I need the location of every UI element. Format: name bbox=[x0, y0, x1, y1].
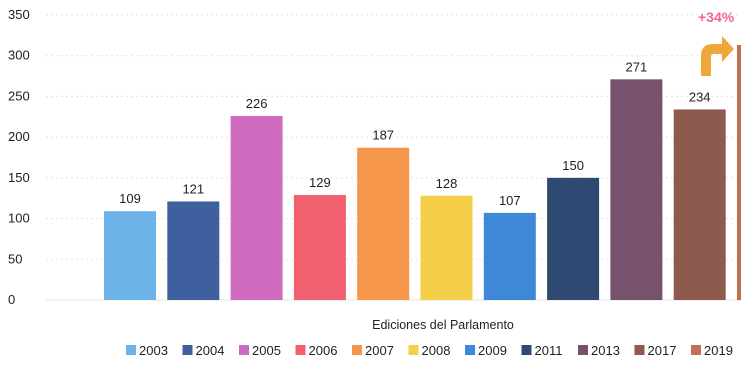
bars bbox=[104, 45, 741, 300]
legend-swatch-2008 bbox=[408, 345, 419, 355]
y-tick-label: 150 bbox=[8, 170, 30, 185]
y-tick-label: 0 bbox=[8, 292, 15, 307]
legend-swatch-2005 bbox=[239, 345, 249, 355]
y-axis: 0 50 100 150 200 250 300 350 bbox=[8, 7, 30, 307]
legend-label-2005: 2005 bbox=[252, 343, 281, 358]
legend-label-2004: 2004 bbox=[196, 343, 225, 358]
legend-swatch-2006 bbox=[295, 345, 306, 355]
bar-2019 bbox=[737, 45, 741, 300]
legend: 2003 2004 2005 2006 2007 2008 2009 2011 2013 2017… bbox=[126, 343, 733, 358]
legend-label-2009: 2009 bbox=[478, 343, 507, 358]
legend-label-2011: 2011 bbox=[535, 343, 563, 358]
legend-label-2006: 2006 bbox=[309, 343, 338, 358]
legend-swatch-2017 bbox=[634, 345, 645, 355]
bar-2005 bbox=[230, 115, 283, 300]
data-label-2004: 121 bbox=[182, 181, 204, 196]
legend-swatch-2007 bbox=[352, 345, 362, 355]
legend-label-2003: 2003 bbox=[139, 343, 168, 358]
data-label-2013: 271 bbox=[626, 59, 648, 74]
legend-swatch-2011 bbox=[521, 345, 532, 355]
y-tick-label: 50 bbox=[8, 251, 22, 266]
legend-label-2007: 2007 bbox=[365, 343, 394, 358]
bar-2004 bbox=[167, 201, 220, 300]
bar-2003 bbox=[104, 211, 156, 300]
bar-2007 bbox=[357, 147, 410, 300]
x-axis-label: Ediciones del Parlamento bbox=[372, 318, 514, 332]
legend-label-2013: 2013 bbox=[591, 343, 620, 358]
legend-swatch-2009 bbox=[465, 345, 475, 355]
bar-2009 bbox=[483, 212, 536, 300]
bar-2013 bbox=[610, 79, 663, 300]
legend-swatch-2003 bbox=[126, 345, 136, 355]
data-label-2005: 226 bbox=[246, 96, 268, 111]
legend-swatch-2013 bbox=[578, 345, 588, 355]
data-label-2003: 109 bbox=[119, 191, 141, 206]
data-label-2007: 187 bbox=[372, 128, 394, 143]
legend-label-2017: 2017 bbox=[648, 343, 677, 358]
bar-2017 bbox=[673, 109, 726, 300]
y-tick-label: 350 bbox=[8, 7, 30, 22]
data-labels: 109 121 226 129 187 128 107 150 271 234 bbox=[119, 59, 710, 208]
data-label-2006: 129 bbox=[309, 175, 331, 190]
arrow-up-right-icon bbox=[701, 36, 734, 76]
legend-swatch-2004 bbox=[182, 345, 193, 355]
data-label-2008: 128 bbox=[436, 176, 458, 191]
y-tick-label: 250 bbox=[8, 88, 30, 103]
annotation: +34% bbox=[698, 9, 735, 76]
y-tick-label: 300 bbox=[8, 48, 30, 63]
data-label-2011: 150 bbox=[562, 158, 584, 173]
y-tick-label: 100 bbox=[8, 211, 30, 226]
y-tick-label: 200 bbox=[8, 129, 30, 144]
bar-2011 bbox=[547, 177, 600, 300]
legend-label-2008: 2008 bbox=[422, 343, 451, 358]
data-label-2017: 234 bbox=[689, 89, 711, 104]
legend-label-2019: 2019 bbox=[704, 343, 733, 358]
bar-2006 bbox=[293, 194, 346, 300]
data-label-2009: 107 bbox=[499, 193, 521, 208]
annotation-text: +34% bbox=[698, 9, 735, 25]
bar-2008 bbox=[420, 195, 473, 300]
legend-swatch-2019 bbox=[691, 345, 701, 355]
